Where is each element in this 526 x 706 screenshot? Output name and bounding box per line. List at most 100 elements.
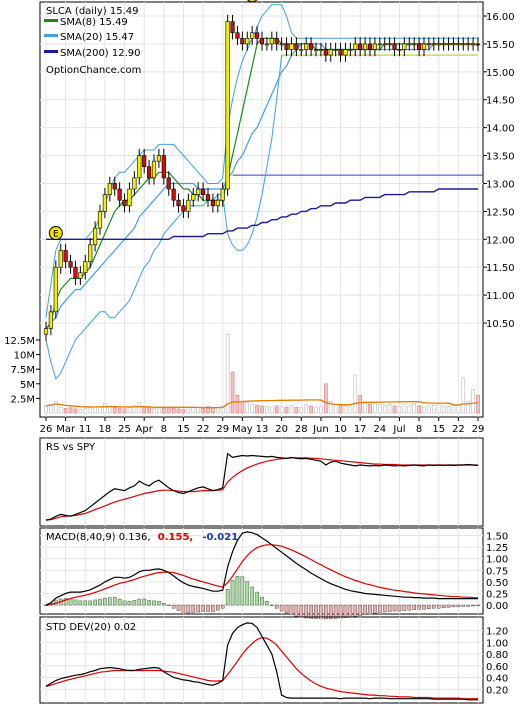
candle-body <box>210 199 216 207</box>
date-tick-label: 28 <box>295 424 308 435</box>
volume-bar <box>88 407 93 414</box>
volume-bar <box>240 400 245 414</box>
date-tick-label: Jul <box>392 424 405 435</box>
macd-histogram-bar <box>230 580 235 606</box>
macd-histogram-bar <box>387 604 392 612</box>
date-tick-label: 22 <box>197 424 210 435</box>
macd-histogram-bar <box>166 604 171 606</box>
date-tick-label: 8 <box>416 424 422 435</box>
rs-lines <box>45 452 479 521</box>
date-tick-label: 11 <box>79 424 92 435</box>
candle-body <box>416 43 422 50</box>
symbol-line: SLCA (daily) 15.49 <box>46 6 138 17</box>
rs-panel: RS vs SPY <box>39 437 484 527</box>
volume-average-line <box>45 399 479 409</box>
macd-histogram-bar <box>216 604 220 611</box>
std-lines <box>45 622 478 701</box>
macd-histogram-bar <box>328 604 333 620</box>
volume-bar <box>382 405 387 414</box>
candle-body <box>68 261 73 268</box>
volume-bar <box>348 404 353 414</box>
volume-bar <box>436 404 441 414</box>
macd-histogram-bar <box>299 604 304 618</box>
std-line <box>45 622 478 701</box>
candle-body <box>333 49 338 51</box>
candle-body <box>156 155 162 162</box>
macd-histogram-bar <box>441 604 446 609</box>
candle-body <box>323 49 328 56</box>
macd-histogram-bar <box>363 604 367 615</box>
macd-histogram-bar <box>309 604 313 619</box>
macd-histogram-bar <box>294 604 299 617</box>
candle-body <box>353 43 358 50</box>
macd-histogram-bar <box>368 604 372 615</box>
candle-body <box>421 43 427 50</box>
volume-bar <box>451 405 456 414</box>
volume-bar <box>152 407 156 414</box>
candle-body <box>220 188 225 201</box>
volume-bar <box>441 405 446 414</box>
price-axis: 16.00 15.50 15.00 14.50 14.00 13.50 13.00 12.50… <box>483 12 515 330</box>
candle-body <box>205 194 211 201</box>
macd-histogram-bar <box>284 604 289 614</box>
price-tick-label: 15.50 <box>486 40 515 51</box>
volume-bar <box>377 404 382 414</box>
candle-body <box>83 261 88 274</box>
volume-bar <box>255 405 259 414</box>
volume-bar <box>373 403 377 414</box>
volume-bar <box>78 409 83 414</box>
volume-bar <box>402 404 407 414</box>
price-tick-label: 15.00 <box>486 68 515 79</box>
candle-body <box>446 43 451 46</box>
volume-bar <box>127 407 132 414</box>
candle-body <box>338 49 343 56</box>
macd-histogram-bar <box>98 599 102 606</box>
std-tick-label: 0.80 <box>486 650 508 661</box>
candle-body <box>142 155 147 168</box>
macd-histogram-bar <box>73 599 78 606</box>
macd-histogram-bar <box>196 604 200 613</box>
date-tick-label: 18 <box>99 424 112 435</box>
candle-body <box>318 49 324 51</box>
candle-body <box>358 43 363 50</box>
volume-bar <box>314 406 318 414</box>
volume-bar <box>220 405 225 414</box>
macd-histogram-bar <box>466 604 470 607</box>
volume-bar <box>186 407 191 414</box>
date-tick-label: Mar <box>56 424 76 435</box>
candle-body <box>348 49 353 51</box>
volume-bar <box>196 407 201 414</box>
macd-histogram-bar <box>378 604 382 613</box>
candle-body <box>397 49 402 51</box>
sma20-legend-swatch <box>44 34 58 37</box>
date-tick-label: 29 <box>472 424 485 435</box>
volume-bar <box>166 407 171 414</box>
volume-bar <box>225 333 230 414</box>
macd-histogram-bar <box>142 598 146 606</box>
candle-body <box>240 38 245 45</box>
sma200-legend-label: SMA(200) 12.90 <box>60 48 141 59</box>
candle-body <box>299 49 304 51</box>
macd-histogram-bar <box>117 598 122 606</box>
volume-bar <box>304 404 309 414</box>
volume-bar <box>245 402 250 414</box>
volume-bar <box>284 406 289 414</box>
macd-tick-label: 0.00 <box>486 601 508 612</box>
volume-bar <box>269 406 274 414</box>
candle-body <box>372 43 378 50</box>
macd-histogram-bar <box>122 600 127 606</box>
macd-histogram-bar <box>176 604 181 611</box>
candle-body <box>63 250 68 262</box>
volume-bar <box>93 406 97 414</box>
candle-body <box>407 43 412 46</box>
volume-bar <box>353 374 358 414</box>
macd-histogram-bar <box>427 604 431 609</box>
volume-bar <box>417 405 421 414</box>
earnings-marker-label: E <box>53 230 59 240</box>
macd-histogram-bar <box>240 576 245 606</box>
macd-histogram-bar <box>432 604 436 609</box>
candle-body <box>436 43 441 46</box>
volume-bar <box>211 407 215 414</box>
candle-body <box>461 43 466 46</box>
